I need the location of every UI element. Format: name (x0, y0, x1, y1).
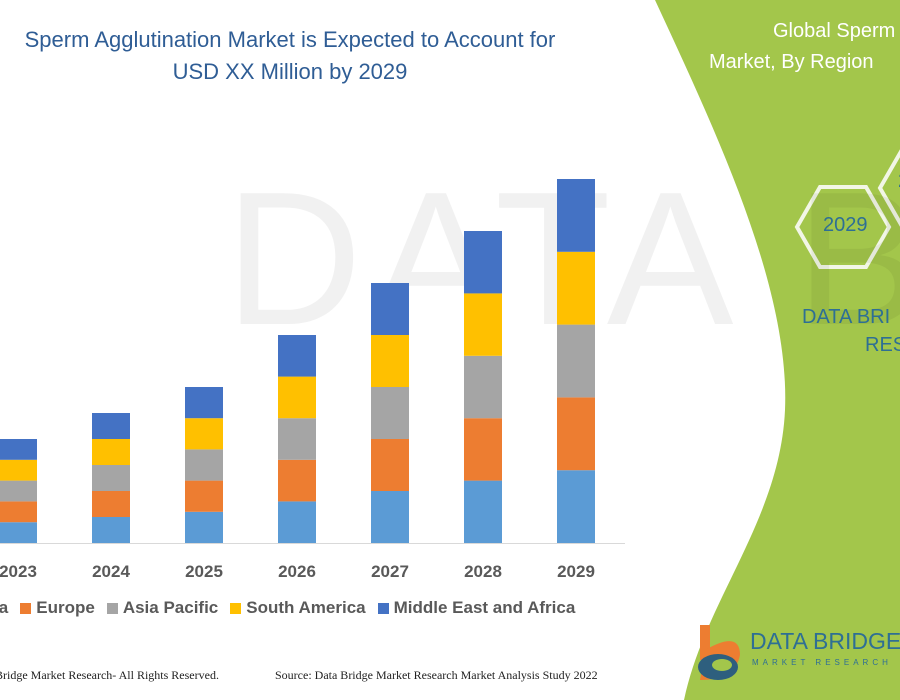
legend-label: South America (246, 598, 366, 617)
bar-segment-2029-3 (557, 251, 595, 325)
bar-segment-2025-1 (185, 480, 223, 512)
bar-segment-2027-1 (371, 439, 409, 491)
bar-segment-2028-2 (464, 355, 502, 419)
legend-label: Europe (36, 598, 95, 617)
legend-swatch (377, 602, 389, 614)
bar-segment-2029-2 (557, 324, 595, 398)
bar-segment-2024-0 (92, 517, 130, 543)
bar-segment-2028-0 (464, 480, 502, 543)
bar-segment-2026-3 (278, 376, 316, 419)
bar-segment-2024-2 (92, 465, 130, 491)
bar-segment-2025-0 (185, 511, 223, 543)
bar-segment-2023-2 (0, 480, 37, 502)
bar-segment-2029-4 (557, 179, 595, 252)
bar-segment-2028-1 (464, 418, 502, 481)
bar-segment-2023-0 (0, 522, 37, 543)
bar-segment-2028-4 (464, 231, 502, 294)
hexagon-partial (877, 149, 900, 227)
legend-label: Asia Pacific (122, 598, 219, 617)
logo-subtitle: MARKET RESEARCH (752, 658, 892, 667)
legend-item: rica (0, 598, 8, 618)
bar-segment-2025-3 (185, 418, 223, 450)
copyright-text: Bridge Market Research- All Rights Reser… (0, 668, 219, 682)
bar-segment-2024-3 (92, 439, 130, 465)
side-heading-line-1: Global Sperm (773, 20, 896, 42)
side-brand-line-2: RES (865, 334, 900, 356)
bar-segment-2026-2 (278, 418, 316, 460)
legend-item: Europe (20, 598, 95, 618)
legend-item: South America (230, 598, 366, 618)
x-tick-label: 2027 (371, 562, 409, 581)
x-tick-label: 2025 (185, 562, 223, 581)
x-tick-label: 2026 (278, 562, 316, 581)
hexagon-year-partial: 2 (898, 170, 900, 193)
legend-swatch (20, 602, 32, 614)
legend-item: Middle East and Africa (377, 598, 576, 618)
bar-segment-2027-0 (371, 491, 409, 543)
bar-segment-2026-1 (278, 459, 316, 502)
bar-segment-2026-4 (278, 335, 316, 377)
legend-label: Middle East and Africa (393, 598, 576, 617)
bar-segment-2028-3 (464, 293, 502, 356)
hexagon-2029 (794, 185, 892, 269)
bar-segment-2027-3 (371, 335, 409, 387)
bar-segment-2029-0 (557, 470, 595, 543)
legend-item: Asia Pacific (106, 598, 219, 618)
legend: rica Europe Asia Pacific South America Middl… (0, 598, 575, 618)
legend-label: rica (0, 598, 9, 617)
x-tick-label: 2023 (0, 562, 37, 581)
chart-title-line-1: Sperm Agglutination Market is Expected t… (24, 27, 556, 52)
x-tick-label: 2028 (464, 562, 502, 581)
bar-segment-2023-3 (0, 459, 37, 481)
logo-name: DATA BRIDGE (750, 628, 900, 654)
bar-segment-2025-2 (185, 449, 223, 481)
green-side-panel (655, 0, 900, 700)
side-heading-line-2: Market, By Region (709, 51, 874, 73)
bar-segment-2025-4 (185, 387, 223, 419)
bar-segment-2023-1 (0, 501, 37, 523)
bar-segment-2029-1 (557, 397, 595, 471)
logo-icon (698, 625, 740, 680)
bar-segment-2027-2 (371, 387, 409, 439)
legend-swatch (106, 602, 118, 614)
x-tick-label: 2029 (557, 562, 595, 581)
side-brand-line-1: DATA BRI (802, 306, 891, 328)
bar-segment-2026-0 (278, 501, 316, 543)
legend-swatch (230, 602, 242, 614)
x-tick-label: 2024 (92, 562, 130, 581)
bar-segment-2023-4 (0, 439, 37, 460)
chart-title-line-2: USD XX Million by 2029 (172, 59, 408, 84)
bar-segment-2024-1 (92, 491, 130, 517)
hexagon-year-2029: 2029 (823, 214, 868, 236)
bar-segment-2024-4 (92, 413, 130, 439)
bar-segment-2027-4 (371, 283, 409, 335)
source-text: Source: Data Bridge Market Research Mark… (275, 668, 598, 682)
